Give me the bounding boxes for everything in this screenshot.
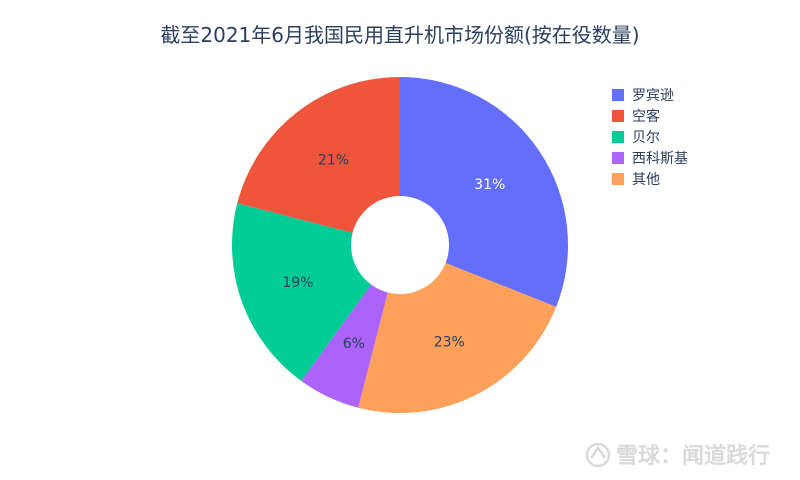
watermark: 雪球：闻道践行 — [585, 442, 770, 469]
pie-plot: 31% 23% 6% 19% 21% — [232, 77, 568, 413]
pie-slice-2[interactable] — [301, 284, 388, 408]
watermark-text: 雪球：闻道践行 — [616, 443, 770, 469]
slice-label-2: 6% — [343, 336, 365, 352]
legend-swatch-1 — [612, 110, 624, 122]
pie-slice-0[interactable] — [400, 77, 568, 307]
legend-label-2: 贝尔 — [632, 130, 660, 146]
snowball-logo-icon — [585, 442, 611, 468]
legend-swatch-0 — [612, 89, 624, 101]
legend-item-4[interactable]: 其他 — [612, 172, 660, 188]
pie-slice-3[interactable] — [232, 203, 372, 381]
slice-label-0: 31% — [474, 177, 505, 193]
pie-slice-4[interactable] — [237, 77, 400, 233]
legend-item-2[interactable]: 贝尔 — [612, 130, 660, 146]
slice-label-3: 19% — [282, 275, 313, 291]
legend-item-1[interactable]: 空客 — [612, 108, 660, 125]
legend-swatch-3 — [612, 152, 624, 164]
slice-label-4: 21% — [318, 152, 349, 168]
legend-swatch-2 — [612, 131, 624, 143]
slice-label-1: 23% — [434, 335, 465, 351]
legend-item-0[interactable]: 罗宾逊 — [612, 88, 674, 104]
legend-label-1: 空客 — [632, 108, 660, 125]
legend-item-3[interactable]: 西科斯基 — [612, 150, 688, 167]
legend-label-3: 西科斯基 — [632, 150, 688, 167]
chart-title: 截至2021年6月我国民用直升机市场份额(按在役数量) — [160, 23, 639, 47]
legend-label-0: 罗宾逊 — [632, 88, 674, 104]
legend-label-4: 其他 — [632, 172, 660, 188]
pie-slice-1[interactable] — [358, 263, 557, 413]
legend-swatch-4 — [612, 173, 624, 185]
